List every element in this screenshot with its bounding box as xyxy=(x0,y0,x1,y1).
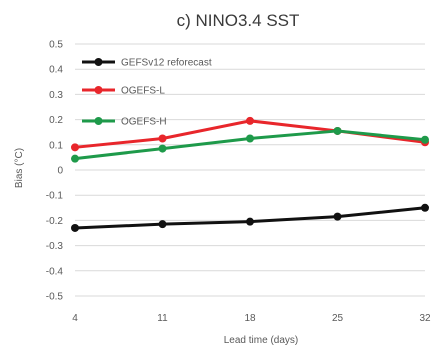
series-0 xyxy=(71,203,429,232)
data-point xyxy=(158,144,167,153)
legend-item: OGEFS-L xyxy=(82,86,165,97)
legend-label: GEFSv12 reforecast xyxy=(121,58,212,69)
series-2 xyxy=(71,126,429,163)
legend-item: OGEFS-H xyxy=(82,117,167,128)
data-point xyxy=(71,223,79,232)
data-point xyxy=(333,212,342,221)
x-axis-title: Lead time (days) xyxy=(224,335,298,346)
legend-label: OGEFS-L xyxy=(121,86,165,97)
y-tick-label: 0.5 xyxy=(49,40,63,51)
data-point xyxy=(333,126,342,135)
series-lines xyxy=(71,116,429,232)
legend-marker xyxy=(94,117,103,125)
data-point xyxy=(71,143,79,152)
y-tick-label: 0 xyxy=(57,166,63,177)
x-tick-label: 4 xyxy=(72,313,78,324)
legend-marker xyxy=(94,86,103,94)
legend-label: OGEFS-H xyxy=(121,117,167,128)
x-tick-label: 11 xyxy=(157,313,168,324)
data-point xyxy=(421,135,429,144)
data-point xyxy=(246,134,254,143)
x-tick-label: 25 xyxy=(332,313,344,324)
legend-item: GEFSv12 reforecast xyxy=(82,58,212,69)
y-tick-label: 0.1 xyxy=(49,140,63,151)
data-point xyxy=(158,220,167,229)
y-tick-label: 0.3 xyxy=(49,90,63,101)
y-tick-labels: 0.5 0.4 0.3 0.2 0.1 0 -0.1 -0.2 -0.3 -0.4 -0.5 xyxy=(46,40,64,303)
y-tick-label: -0.3 xyxy=(46,241,64,252)
y-tick-label: -0.1 xyxy=(46,191,64,202)
y-tick-label: -0.5 xyxy=(46,292,64,303)
data-point xyxy=(421,203,429,212)
legend: GEFSv12 reforecast OGEFS-L OGEFS-H xyxy=(82,58,212,128)
y-tick-label: -0.4 xyxy=(46,266,64,277)
x-tick-label: 18 xyxy=(244,313,256,324)
data-point xyxy=(71,154,79,163)
x-tick-labels: 4 11 18 25 32 xyxy=(72,313,431,324)
grid xyxy=(75,43,425,297)
y-tick-label: 0.2 xyxy=(49,115,63,126)
y-axis-title: Bias (°C) xyxy=(14,148,25,188)
data-point xyxy=(246,217,254,226)
data-point xyxy=(158,134,167,143)
x-tick-label: 32 xyxy=(419,313,431,324)
y-tick-label: 0.4 xyxy=(49,65,63,76)
data-point xyxy=(246,116,254,125)
chart-title: c) NINO3.4 SST xyxy=(177,11,300,30)
legend-marker xyxy=(94,58,103,66)
y-tick-label: -0.2 xyxy=(46,216,64,227)
